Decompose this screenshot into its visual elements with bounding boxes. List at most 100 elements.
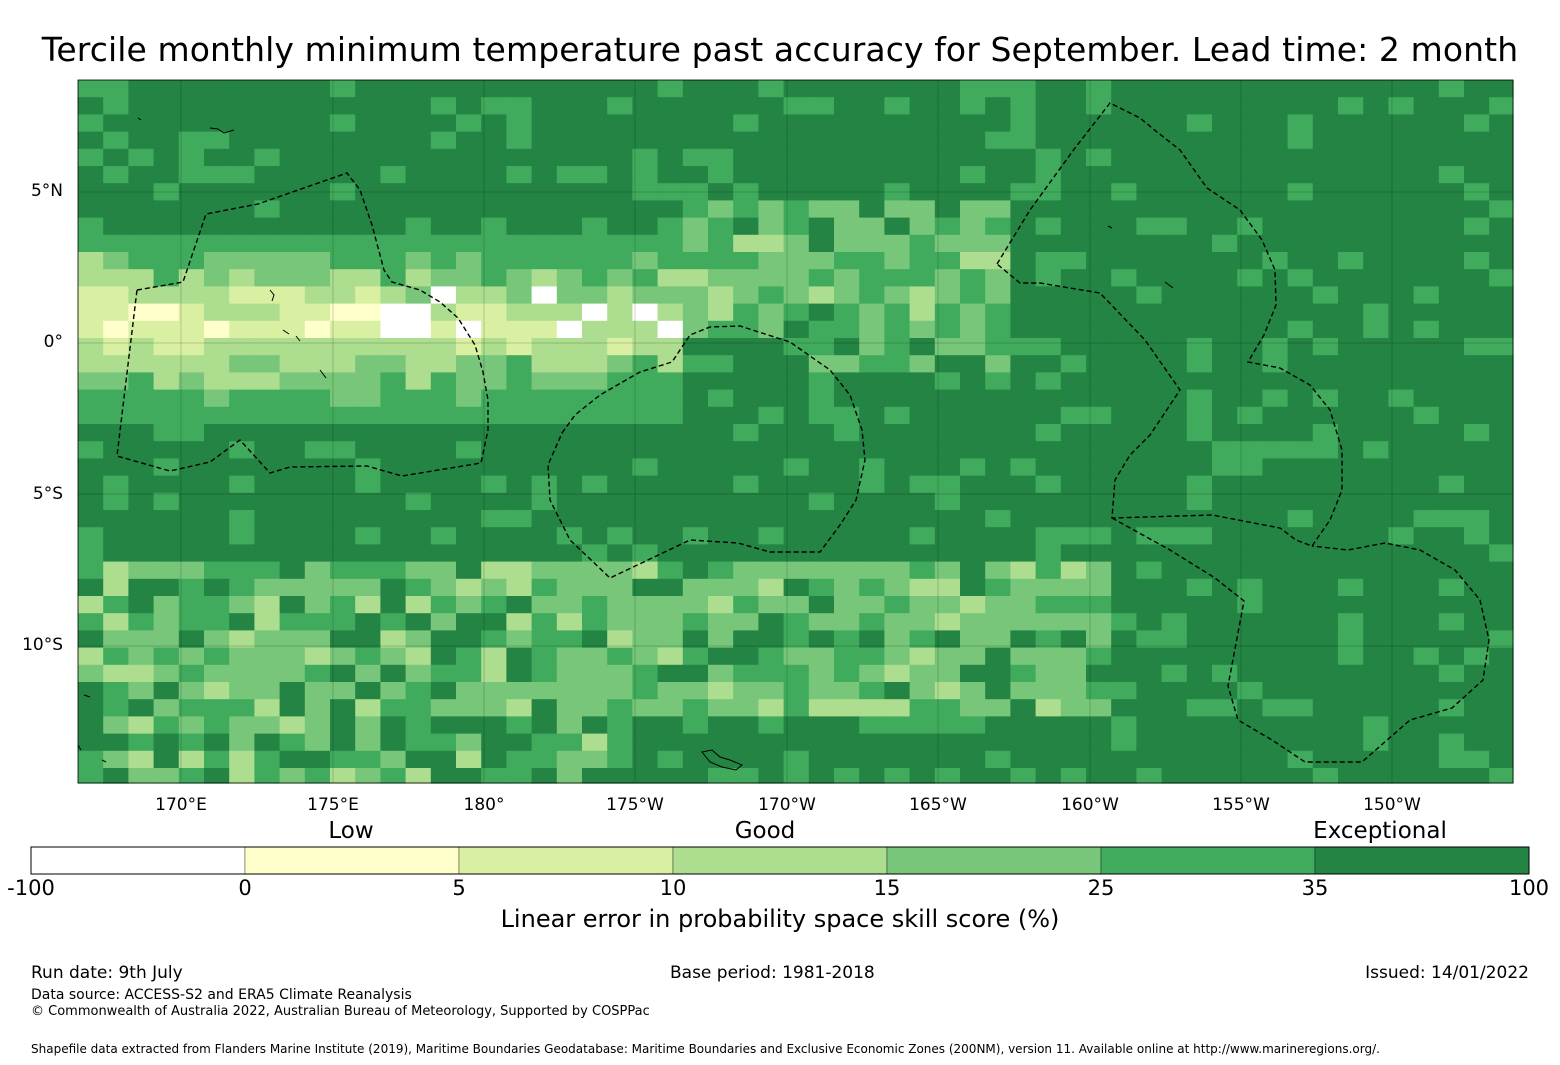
skill-cell — [103, 613, 129, 631]
skill-cell — [934, 338, 961, 356]
skill-cell — [909, 303, 936, 322]
skill-cell — [304, 217, 331, 236]
skill-cell — [834, 183, 860, 201]
skill-cell — [204, 424, 230, 442]
skill-cell — [1287, 682, 1314, 700]
skill-cell — [1111, 269, 1137, 287]
skill-cell — [859, 561, 885, 580]
skill-cell — [758, 97, 785, 115]
skill-cell — [1413, 97, 1440, 115]
skill-cell — [1237, 699, 1263, 717]
skill-cell — [279, 234, 306, 253]
skill-cell — [884, 424, 911, 442]
skill-cell — [1060, 527, 1087, 545]
skill-cell — [934, 389, 961, 408]
skill-cell — [708, 441, 734, 459]
skill-cell — [1413, 664, 1440, 683]
skill-cell — [405, 733, 432, 752]
skill-cell — [1086, 441, 1112, 459]
skill-cell — [632, 338, 659, 356]
skill-cell — [304, 131, 331, 150]
skill-cell — [128, 114, 155, 133]
skill-cell — [909, 355, 936, 373]
skill-cell — [405, 389, 432, 408]
skill-cell — [330, 166, 356, 184]
skill-cell — [960, 303, 986, 322]
skill-cell — [758, 183, 785, 201]
skill-cell — [607, 217, 633, 236]
skill-cell — [481, 234, 507, 253]
skill-cell — [1388, 389, 1415, 408]
skill-cell — [1312, 303, 1339, 322]
skill-cell — [380, 492, 407, 511]
skill-cell — [304, 303, 331, 322]
skill-cell — [506, 733, 533, 752]
skill-cell — [1035, 148, 1062, 167]
skill-cell — [1111, 252, 1137, 270]
skill-cell — [783, 716, 810, 735]
skill-cell — [380, 561, 407, 580]
skill-cell — [1212, 286, 1238, 305]
colorbar — [30, 846, 1530, 875]
skill-cell — [103, 733, 129, 752]
skill-cell — [783, 97, 810, 115]
skill-cell — [1136, 510, 1163, 528]
skill-cell — [456, 234, 482, 253]
skill-cell — [405, 114, 432, 133]
skill-cell — [758, 80, 785, 98]
skill-cell — [1438, 527, 1465, 545]
skill-cell — [78, 303, 104, 322]
skill-cell — [960, 183, 986, 201]
skill-cell — [1212, 613, 1238, 631]
skill-cell — [229, 114, 255, 133]
skill-cell — [1035, 389, 1062, 408]
skill-cell — [330, 750, 356, 769]
skill-cell — [556, 131, 583, 150]
skill-cell — [859, 320, 885, 339]
skill-cell — [1489, 647, 1514, 666]
skill-cell — [1237, 441, 1263, 459]
skill-cell — [682, 424, 709, 442]
boundary-east-north — [996, 102, 1343, 547]
skill-cell — [103, 320, 129, 339]
skill-cell — [1186, 441, 1213, 459]
skill-cell — [884, 716, 911, 735]
skill-cell — [204, 630, 230, 649]
skill-cell — [506, 269, 533, 287]
skill-cell — [834, 424, 860, 442]
skill-cell — [204, 114, 230, 133]
skill-cell — [1086, 269, 1112, 287]
skill-cell — [279, 252, 306, 270]
skill-cell — [279, 733, 306, 752]
skill-cell — [632, 664, 659, 683]
skill-cell — [103, 750, 129, 769]
skill-cell — [506, 699, 533, 717]
skill-cell — [531, 682, 558, 700]
skill-cell — [279, 389, 306, 408]
skill-cell — [582, 286, 608, 305]
skill-cell — [178, 527, 205, 545]
skill-cell — [178, 97, 205, 115]
skill-cell — [632, 458, 659, 477]
skill-cell — [909, 716, 936, 735]
skill-cell — [456, 561, 482, 580]
skill-cell — [279, 269, 306, 287]
boundary-west — [116, 172, 489, 477]
skill-cell — [456, 166, 482, 184]
skill-cell — [1136, 527, 1163, 545]
skill-cell — [456, 406, 482, 425]
skill-cell — [330, 733, 356, 752]
skill-cell — [632, 441, 659, 459]
skill-cell — [808, 424, 835, 442]
skill-cell — [1136, 613, 1163, 631]
skill-cell — [834, 596, 860, 614]
skill-cell — [985, 338, 1011, 356]
skill-cell — [657, 355, 684, 373]
skill-cell — [481, 97, 507, 115]
skill-cell — [153, 441, 180, 459]
skill-cell — [682, 303, 709, 322]
skill-cell — [657, 252, 684, 270]
colorbar-label: Linear error in probability space skill … — [500, 905, 1060, 933]
skill-cell — [834, 166, 860, 184]
skill-cell — [758, 733, 785, 752]
